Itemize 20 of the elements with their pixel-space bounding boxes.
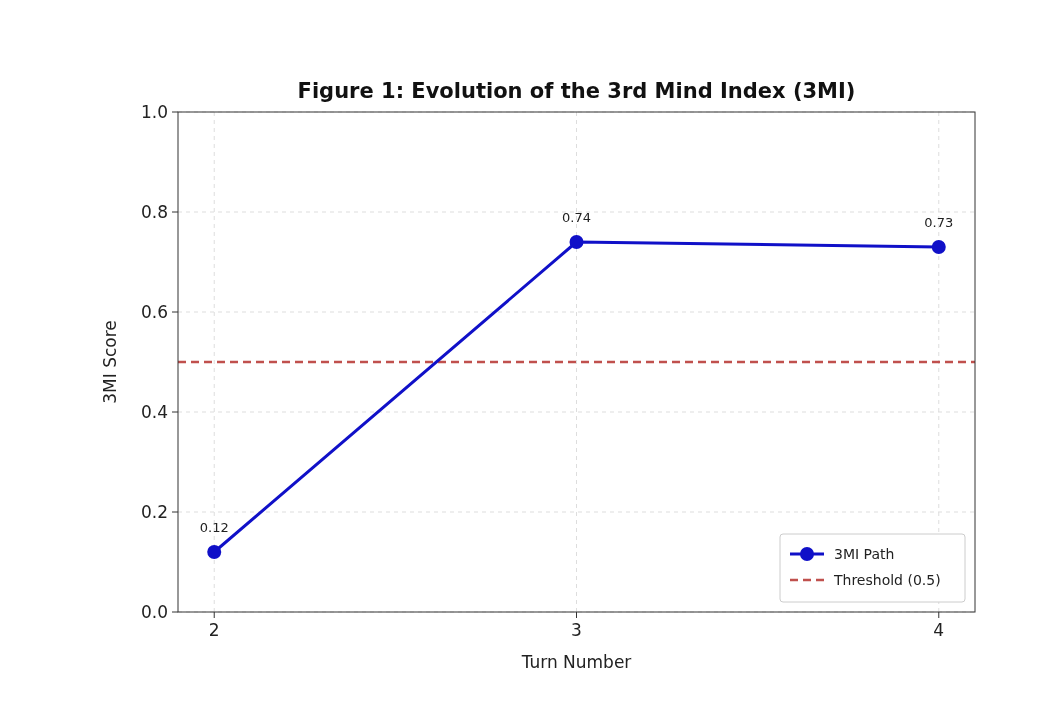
chart-title: Figure 1: Evolution of the 3rd Mind Index (3MI) — [297, 79, 856, 103]
data-label: 0.73 — [924, 215, 954, 230]
legend-label: Threshold (0.5) — [833, 571, 941, 588]
data-label: 0.74 — [562, 210, 591, 225]
y-tick-label: 0.8 — [140, 201, 168, 222]
point — [569, 235, 584, 249]
data-label: 0.12 — [199, 520, 229, 535]
y-tick-label: 0.0 — [140, 601, 168, 622]
x-tick-label: 4 — [933, 620, 945, 640]
y-tick-label: 0.4 — [140, 401, 168, 422]
y-tick-label: 0.2 — [140, 501, 168, 522]
point — [207, 545, 222, 559]
x-tick-label: 2 — [208, 620, 220, 640]
y-tick-label: 0.6 — [140, 301, 168, 322]
x-tick-label: 3 — [571, 620, 582, 640]
y-tick-label: 1.0 — [140, 101, 168, 122]
legend-label: 3MI Path — [834, 545, 895, 562]
point — [931, 240, 946, 254]
x-axis-title: Turn Number — [520, 652, 632, 672]
y-axis-title: 3MI Score — [100, 320, 120, 404]
